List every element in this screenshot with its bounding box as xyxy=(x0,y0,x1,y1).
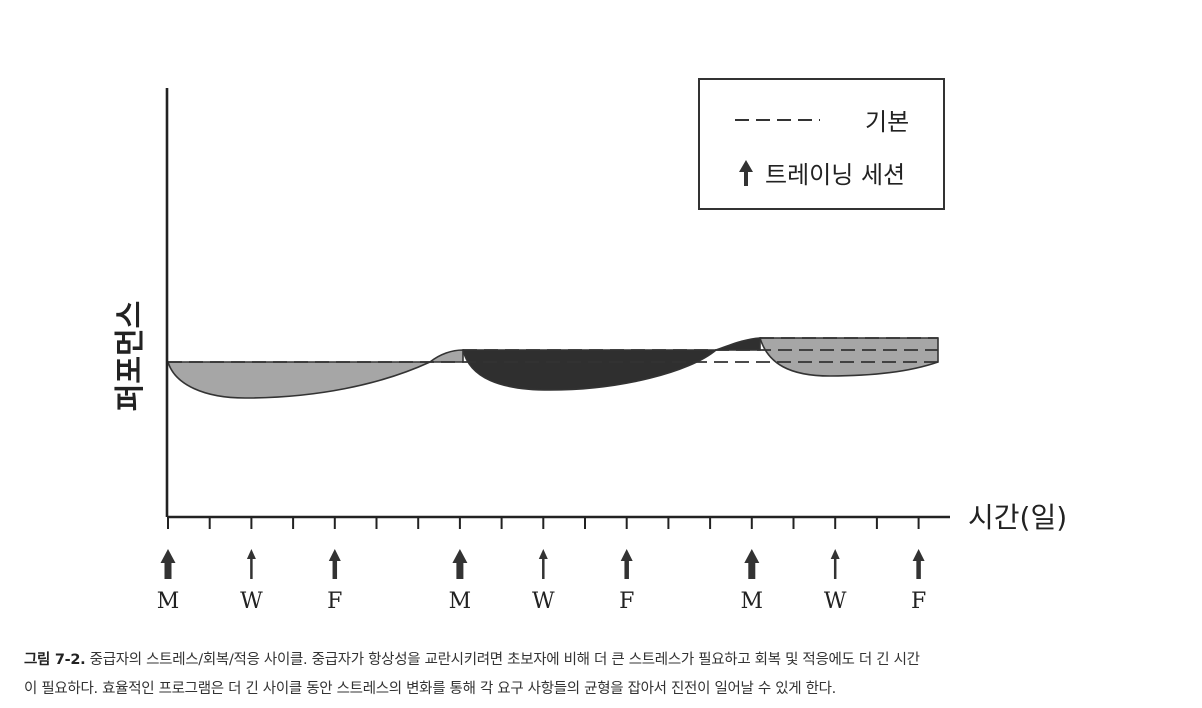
session-day-label: F xyxy=(327,589,342,614)
session-w-7: W xyxy=(824,549,847,614)
session-m-3: M xyxy=(449,549,472,614)
legend-session-label: 트레이닝 세션 xyxy=(765,161,905,189)
cycle3-stress-area xyxy=(758,337,939,377)
cycle1-stress-area xyxy=(166,361,431,399)
caption-text-1: 중급자의 스트레스/회복/적응 사이클. 중급자가 항상성을 교란시키려면 초보… xyxy=(89,652,920,668)
session-day-label: M xyxy=(449,589,472,614)
arrow-up-icon xyxy=(160,549,176,579)
legend-arrow-icon xyxy=(739,160,753,186)
cycle2-supercompensation-area xyxy=(715,337,761,351)
session-m-0: M xyxy=(157,549,180,614)
session-w-1: W xyxy=(240,549,263,614)
arrow-up-icon xyxy=(744,549,760,579)
session-f-5: F xyxy=(619,549,634,614)
figure-label: 그림 7-2. xyxy=(24,652,86,668)
session-f-8: F xyxy=(911,549,926,614)
session-day-label: W xyxy=(240,589,263,614)
session-m-6: M xyxy=(741,549,764,614)
x-axis-label: 시간(일) xyxy=(968,501,1067,534)
arrow-up-icon xyxy=(538,549,548,579)
y-axis-label: 퍼포먼스 xyxy=(113,301,148,411)
session-day-label: F xyxy=(619,589,634,614)
caption-line-1: 그림 7-2. 중급자의 스트레스/회복/적응 사이클. 중급자가 항상성을 교… xyxy=(24,646,1194,675)
x-axis-ticks xyxy=(167,517,920,529)
session-day-label: M xyxy=(157,589,180,614)
arrow-up-icon xyxy=(620,549,633,579)
figure-caption: 그림 7-2. 중급자의 스트레스/회복/적응 사이클. 중급자가 항상성을 교… xyxy=(24,646,1194,704)
cycle1-supercompensation-area xyxy=(427,349,464,363)
session-f-2: F xyxy=(327,549,342,614)
session-day-label: F xyxy=(911,589,926,614)
cycle2-stress-area xyxy=(461,349,719,391)
arrow-up-icon xyxy=(830,549,840,579)
baselines xyxy=(168,337,938,363)
legend: 기본 트레이닝 세션 xyxy=(698,78,945,210)
arrow-up-icon xyxy=(246,549,256,579)
legend-box xyxy=(698,78,945,210)
arrow-up-icon xyxy=(328,549,341,579)
session-day-label: W xyxy=(824,589,847,614)
arrow-up-icon xyxy=(912,549,925,579)
session-day-label: W xyxy=(532,589,555,614)
session-w-4: W xyxy=(532,549,555,614)
arrow-up-icon xyxy=(452,549,468,579)
legend-baseline-label: 기본 xyxy=(865,108,909,136)
caption-line-2: 이 필요하다. 효율적인 프로그램은 더 긴 사이클 동안 스트레스의 변화를 … xyxy=(24,681,836,697)
performance-curve xyxy=(166,337,939,399)
session-day-label: M xyxy=(741,589,764,614)
